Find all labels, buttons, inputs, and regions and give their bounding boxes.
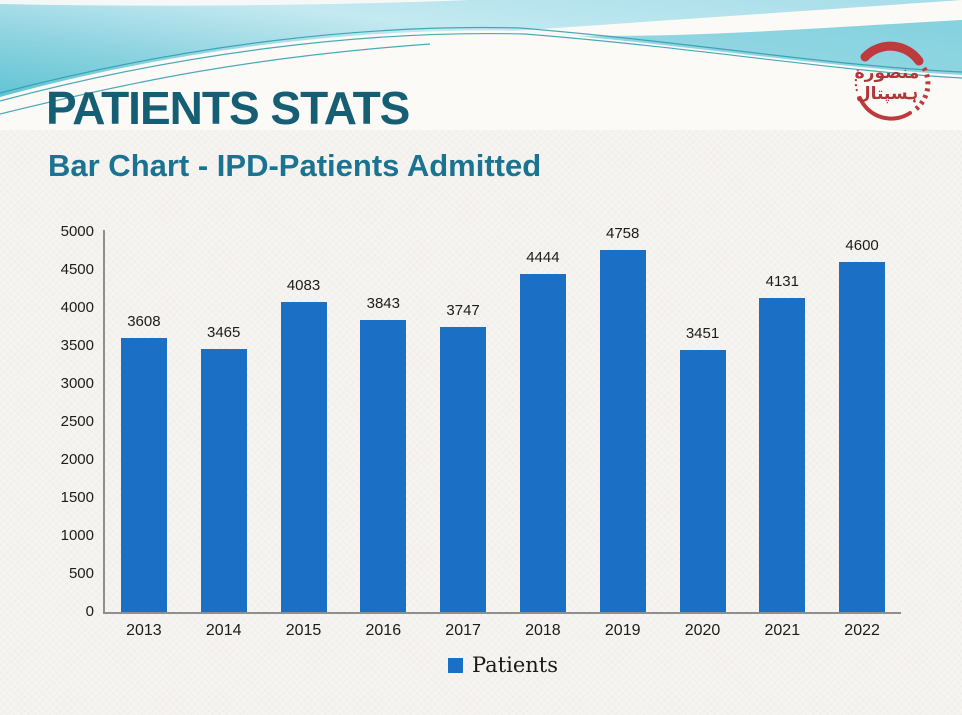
wave-white-bottom [0, 30, 962, 130]
y-tick-label: 4500 [60, 261, 94, 278]
logo-text-line2: ہسپتال [856, 84, 918, 104]
y-tick-label: 500 [68, 565, 94, 582]
bar-value-label: 4600 [845, 237, 879, 254]
x-tick-label: 2017 [445, 622, 481, 639]
y-tick-label: 4000 [60, 299, 94, 316]
bar-2014 [200, 349, 247, 612]
bar-value-label: 3747 [446, 302, 480, 319]
bar-value-label: 3465 [207, 324, 241, 341]
x-tick-label: 2013 [126, 622, 162, 639]
x-tick-label: 2020 [684, 622, 721, 639]
bar-value-label: 4083 [286, 277, 321, 294]
x-tick-label: 2016 [365, 622, 402, 639]
bar-2021 [759, 298, 806, 612]
bar-value-label: 4758 [606, 225, 640, 242]
x-axis-line [103, 612, 901, 614]
bar-2018 [519, 274, 566, 612]
bar-value-label: 4444 [526, 249, 560, 266]
y-tick-label: 1000 [60, 527, 94, 544]
wave-top-sliver [0, 0, 470, 6]
logo-text-line1: منصوره [855, 63, 920, 83]
wave-teal-band [520, 20, 962, 75]
y-tick-label: 0 [85, 603, 94, 620]
y-tick-label: 2000 [60, 451, 94, 468]
bar-value-label: 3451 [685, 325, 720, 342]
page-subtitle: Bar Chart - IPD-Patients Admitted [48, 148, 542, 183]
header-wave-graphic [0, 0, 962, 130]
bar-2015 [280, 302, 327, 612]
y-tick-label: 3000 [60, 375, 94, 392]
y-tick-label: 5000 [60, 223, 94, 240]
x-tick-label: 2019 [604, 622, 641, 639]
y-tick-label: 2500 [60, 413, 94, 430]
bar-2019 [599, 250, 646, 612]
wave-lines [0, 26, 962, 115]
x-tick-label: 2018 [525, 622, 561, 639]
bar-value-label: 3608 [127, 313, 161, 330]
bar-2022 [839, 262, 886, 612]
bar-value-label: 4131 [765, 273, 799, 290]
page-title: PATIENTS STATS [46, 82, 410, 134]
hospital-logo: منصوره ہسپتال [855, 41, 931, 121]
bar-value-label: 3843 [366, 295, 400, 312]
x-tick-label: 2015 [285, 622, 322, 639]
x-tick-label: 2014 [205, 622, 242, 639]
bar-chart: Patients 0 500 1000 1500 2000 2500 3000 3500 400… [30, 222, 935, 692]
bar-2017 [440, 327, 487, 612]
bar-2016 [360, 320, 407, 612]
bar-2013 [120, 338, 167, 612]
x-tick-label: 2022 [844, 622, 880, 639]
legend-swatch-icon [447, 657, 463, 673]
y-axis-line [103, 230, 105, 613]
y-tick-label: 3500 [60, 337, 94, 354]
y-tick-label: 1500 [60, 489, 94, 506]
x-tick-label: 2021 [764, 622, 801, 639]
chart-legend: Patients [104, 652, 902, 678]
legend-label: Patients [471, 653, 559, 677]
bar-2020 [679, 350, 726, 612]
wave-white-band [470, 0, 962, 38]
